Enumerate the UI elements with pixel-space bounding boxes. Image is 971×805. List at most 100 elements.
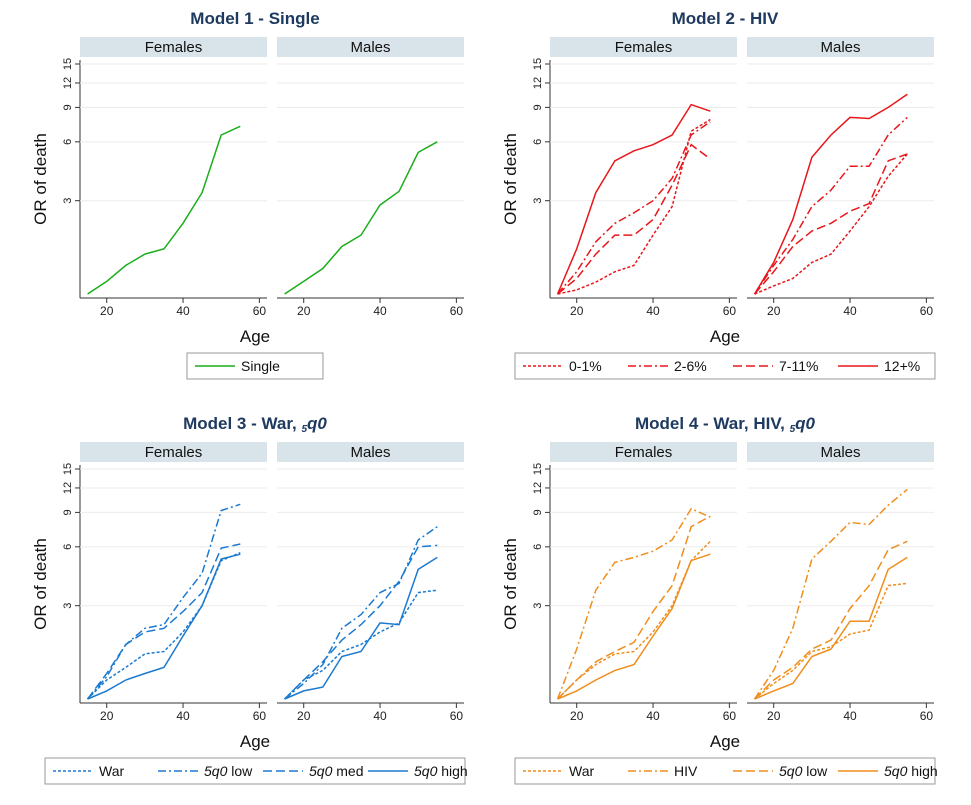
legend-label-rest: med xyxy=(332,763,363,779)
panel-strip-label: Females xyxy=(615,444,673,461)
x-tick-label: 40 xyxy=(843,709,857,723)
series-line-males-4 xyxy=(753,93,908,295)
y-tick-label: 3 xyxy=(62,198,74,204)
y-axis-label: OR of death xyxy=(31,133,50,225)
legend-label-italic: 5q0 xyxy=(779,763,803,779)
series-line-males-4 xyxy=(754,556,908,700)
x-axis-label: Age xyxy=(710,732,740,751)
series-line-males-3 xyxy=(754,153,908,295)
x-tick-label: 40 xyxy=(646,709,660,723)
x-tick-label: 20 xyxy=(767,709,781,723)
chart-title: Model 4 - War, HIV, 5q0 xyxy=(635,414,816,435)
x-tick-label: 60 xyxy=(723,709,737,723)
panel-strip xyxy=(80,442,267,462)
x-tick-label: 40 xyxy=(373,709,387,723)
panel-females: Females 20 40 60 xyxy=(550,37,737,318)
legend-label-2: 5q0 low xyxy=(204,763,253,779)
panel-strip xyxy=(747,442,934,462)
y-tick-label: 6 xyxy=(532,139,544,145)
legend-label-italic: 5q0 xyxy=(414,763,438,779)
panel-males: Males 20 40 60 xyxy=(277,37,464,318)
y-tick-label: 12 xyxy=(62,77,74,89)
legend-label-3: 7-11% xyxy=(779,358,818,374)
series-line-males-3 xyxy=(754,540,908,700)
legend-label-4: 5q0 high xyxy=(414,763,468,779)
x-tick-label: 40 xyxy=(176,709,190,723)
x-axis-label: Age xyxy=(240,327,270,346)
panel-strip xyxy=(277,37,464,57)
y-tick-label: 3 xyxy=(532,198,544,204)
legend-label-italic: 5q0 xyxy=(309,763,333,779)
series-line-males-4 xyxy=(284,556,438,700)
title-subscript: 5 xyxy=(790,424,796,435)
model-chart-3: Model 3 - War, 5q0 OR of death 3 6 9 12 15 Fema… xyxy=(31,414,468,785)
legend-label-1: 0-1% xyxy=(569,358,602,374)
title-italic: q0 xyxy=(795,414,815,433)
series-line-males-2 xyxy=(753,116,908,295)
y-tick-label: 12 xyxy=(62,482,74,494)
x-tick-label: 20 xyxy=(570,709,584,723)
x-tick-label: 40 xyxy=(843,304,857,318)
y-tick-label: 15 xyxy=(62,463,74,475)
x-axis-label: Age xyxy=(240,732,270,751)
x-tick-label: 40 xyxy=(176,304,190,318)
model-chart-1: Model 1 - Single OR of death 3 6 9 12 15 Female… xyxy=(31,9,464,380)
y-axis-label: OR of death xyxy=(31,538,50,630)
x-tick-label: 40 xyxy=(373,304,387,318)
chart-title: Model 1 - Single xyxy=(190,9,319,28)
panel-strip xyxy=(80,37,267,57)
series-line-males-1 xyxy=(284,141,438,295)
legend-label-2: HIV xyxy=(674,763,698,779)
y-tick-label: 6 xyxy=(62,544,74,550)
panel-strip-label: Females xyxy=(145,444,203,461)
legend-label-rest: high xyxy=(907,763,937,779)
series-line-females-4 xyxy=(557,553,711,700)
title-italic: q0 xyxy=(307,414,327,433)
legend-label-1: War xyxy=(99,763,124,779)
series-line-females-1 xyxy=(87,552,241,700)
panel-strip xyxy=(277,442,464,462)
y-tick-label: 6 xyxy=(532,544,544,550)
legend-label-italic: 5q0 xyxy=(204,763,228,779)
legend-label-2: 2-6% xyxy=(674,358,707,374)
y-axis-label: OR of death xyxy=(501,133,520,225)
x-tick-label: 20 xyxy=(767,304,781,318)
legend-label-rest: low xyxy=(802,763,828,779)
series-line-females-4 xyxy=(556,103,711,295)
x-axis-label: Age xyxy=(710,327,740,346)
model-chart-4: Model 4 - War, HIV, 5q0 OR of death 3 6 9 12 1… xyxy=(501,414,938,785)
series-line-males-2 xyxy=(284,526,438,700)
panel-females: Females 20 40 60 xyxy=(80,442,267,723)
panel-strip-label: Females xyxy=(145,39,203,56)
panel-males: Males 20 40 60 xyxy=(277,442,464,723)
series-line-females-2 xyxy=(557,121,711,295)
y-tick-label: 3 xyxy=(62,603,74,609)
y-tick-label: 9 xyxy=(532,104,544,110)
panel-strip-label: Males xyxy=(350,39,390,56)
legend-label-rest: low xyxy=(227,763,253,779)
series-line-males-1 xyxy=(284,589,438,700)
legend-label-1: War xyxy=(569,763,594,779)
x-tick-label: 20 xyxy=(297,709,311,723)
series-line-females-3 xyxy=(557,143,711,295)
legend-label-4: 12+% xyxy=(884,358,920,374)
y-tick-label: 6 xyxy=(62,139,74,145)
series-line-females-4 xyxy=(87,553,241,700)
legend-box xyxy=(186,352,324,380)
legend-label-italic: 5q0 xyxy=(884,763,908,779)
series-line-males-1 xyxy=(754,582,908,700)
title-subscript: 5 xyxy=(301,424,307,435)
y-tick-label: 15 xyxy=(62,58,74,70)
panel-strip xyxy=(550,442,737,462)
y-tick-label: 15 xyxy=(532,463,544,475)
y-tick-label: 15 xyxy=(532,58,544,70)
y-tick-label: 3 xyxy=(532,603,544,609)
x-tick-label: 60 xyxy=(450,709,464,723)
x-tick-label: 60 xyxy=(920,709,934,723)
panel-strip xyxy=(747,37,934,57)
series-line-females-1 xyxy=(557,118,711,295)
x-tick-label: 60 xyxy=(450,304,464,318)
x-tick-label: 60 xyxy=(920,304,934,318)
series-line-males-1 xyxy=(754,153,908,295)
panel-strip-label: Males xyxy=(820,444,860,461)
